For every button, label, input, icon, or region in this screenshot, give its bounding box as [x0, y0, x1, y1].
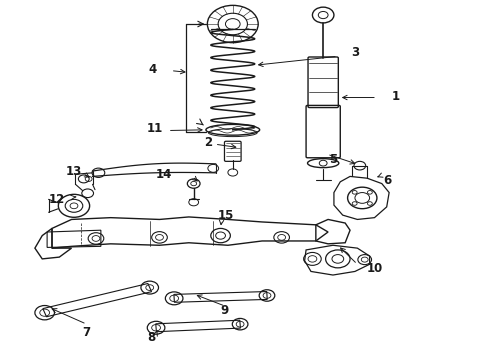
Text: 8: 8	[147, 330, 155, 343]
Text: 7: 7	[82, 326, 90, 339]
Text: 5: 5	[329, 153, 337, 166]
Text: 15: 15	[218, 209, 235, 222]
Text: 14: 14	[155, 168, 172, 181]
Text: 2: 2	[204, 136, 212, 149]
Text: 9: 9	[220, 305, 229, 318]
Text: 1: 1	[392, 90, 400, 103]
Text: 11: 11	[147, 122, 163, 135]
Text: 13: 13	[65, 165, 81, 178]
Text: 12: 12	[49, 193, 65, 206]
Text: 6: 6	[383, 174, 391, 187]
Text: 10: 10	[367, 262, 383, 275]
Text: 3: 3	[351, 46, 360, 59]
Text: 4: 4	[148, 63, 156, 76]
